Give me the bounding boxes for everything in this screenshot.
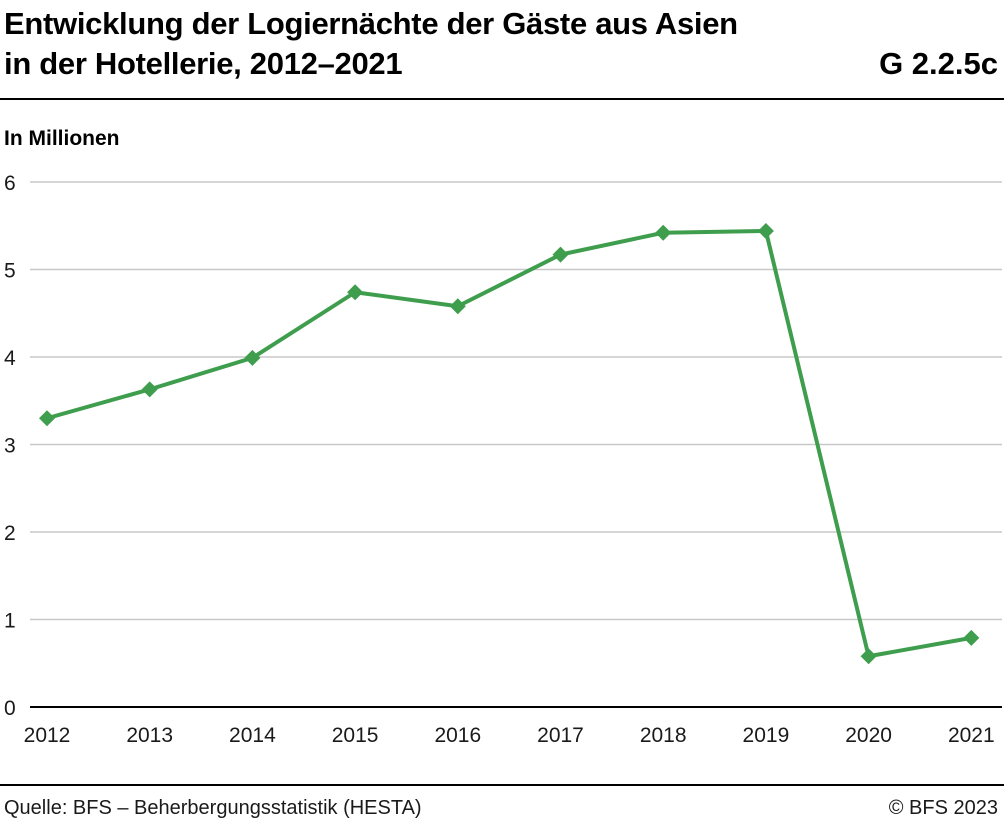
footer-divider: [0, 784, 1004, 786]
data-point-marker: [449, 298, 466, 315]
y-tick-label: 1: [4, 610, 16, 633]
copyright-note: © BFS 2023: [888, 797, 998, 819]
x-tick-label: 2020: [845, 724, 892, 747]
data-point-marker: [141, 381, 158, 398]
line-chart: 0 1 2 3 4 5 6 2012 2013 2014 2015 2016 2017 2018 2019 2…: [4, 172, 1002, 747]
chart-title-line-1: Entwicklung der Logiernächte der Gäste a…: [4, 6, 738, 41]
x-tick-label: 2013: [126, 724, 173, 747]
data-point-marker: [963, 629, 980, 646]
series-line: [45, 229, 974, 659]
data-point-marker: [552, 246, 569, 263]
chart-title-line-2: in der Hotellerie, 2012–2021: [4, 46, 403, 81]
x-tick-label: 2017: [537, 724, 584, 747]
source-note: Quelle: BFS – Beherbergungsstatistik (HE…: [4, 797, 422, 819]
y-axis-label: In Millionen: [4, 127, 120, 150]
x-tick-label: 2014: [229, 724, 276, 747]
chart-code: G 2.2.5c: [879, 46, 998, 81]
data-point-marker: [347, 284, 364, 301]
x-tick-label: 2012: [24, 724, 71, 747]
chart-title: Entwicklung der Logiernächte der Gäste a…: [4, 4, 844, 84]
x-tick-label: 2019: [743, 724, 790, 747]
x-tick-label: 2021: [948, 724, 995, 747]
y-tick-label: 6: [4, 172, 16, 195]
y-tick-label: 4: [4, 347, 16, 370]
data-point-marker: [860, 648, 877, 665]
x-tick-label: 2015: [332, 724, 379, 747]
header-divider: [0, 98, 1004, 100]
data-point-marker: [244, 349, 261, 366]
data-point-marker: [655, 224, 672, 241]
y-tick-label: 0: [4, 697, 16, 720]
y-tick-label: 5: [4, 260, 16, 283]
x-tick-label: 2016: [434, 724, 481, 747]
x-tick-label: 2018: [640, 724, 687, 747]
y-tick-label: 3: [4, 435, 16, 458]
data-point-marker: [757, 223, 774, 239]
y-tick-label: 2: [4, 522, 16, 545]
data-point-marker: [39, 410, 55, 427]
